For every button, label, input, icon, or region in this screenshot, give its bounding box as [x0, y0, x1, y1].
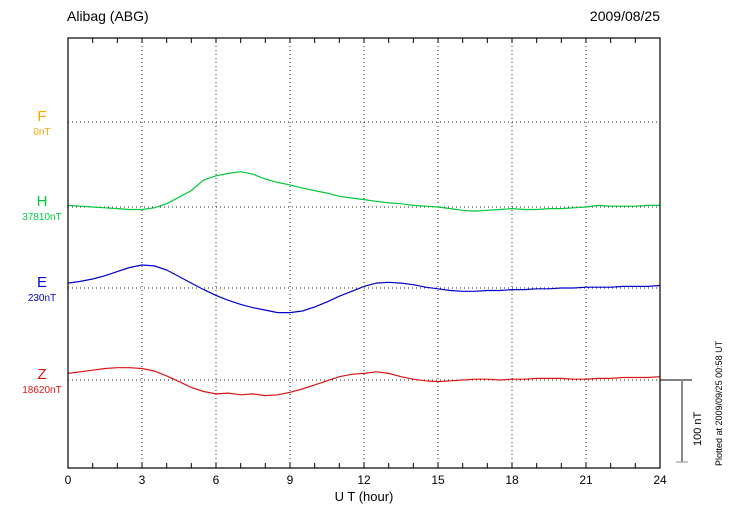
x-axis-label: U T (hour)	[334, 489, 394, 504]
x-tick-label: 15	[431, 473, 445, 487]
x-tick-label: 12	[357, 473, 371, 487]
scalebar-label: 100 nT	[692, 411, 704, 446]
x-tick-label: 6	[213, 473, 220, 487]
station-title: Alibag (ABG)	[67, 8, 149, 24]
x-tick-label: 21	[579, 473, 593, 487]
x-tick-label: 9	[287, 473, 294, 487]
trace-E	[67, 264, 661, 314]
trace-Z	[67, 367, 661, 397]
x-tick-label: 24	[653, 473, 667, 487]
trace-H	[67, 171, 660, 212]
x-tick-label: 3	[139, 473, 146, 487]
plotted-at-timestamp: Plotted at 2009/09/25 00:58 UT	[714, 340, 724, 466]
x-tick-label: 18	[505, 473, 519, 487]
plot-border	[67, 37, 661, 469]
x-tick-label: 0	[65, 473, 72, 487]
observation-date: 2009/08/25	[589, 8, 660, 24]
